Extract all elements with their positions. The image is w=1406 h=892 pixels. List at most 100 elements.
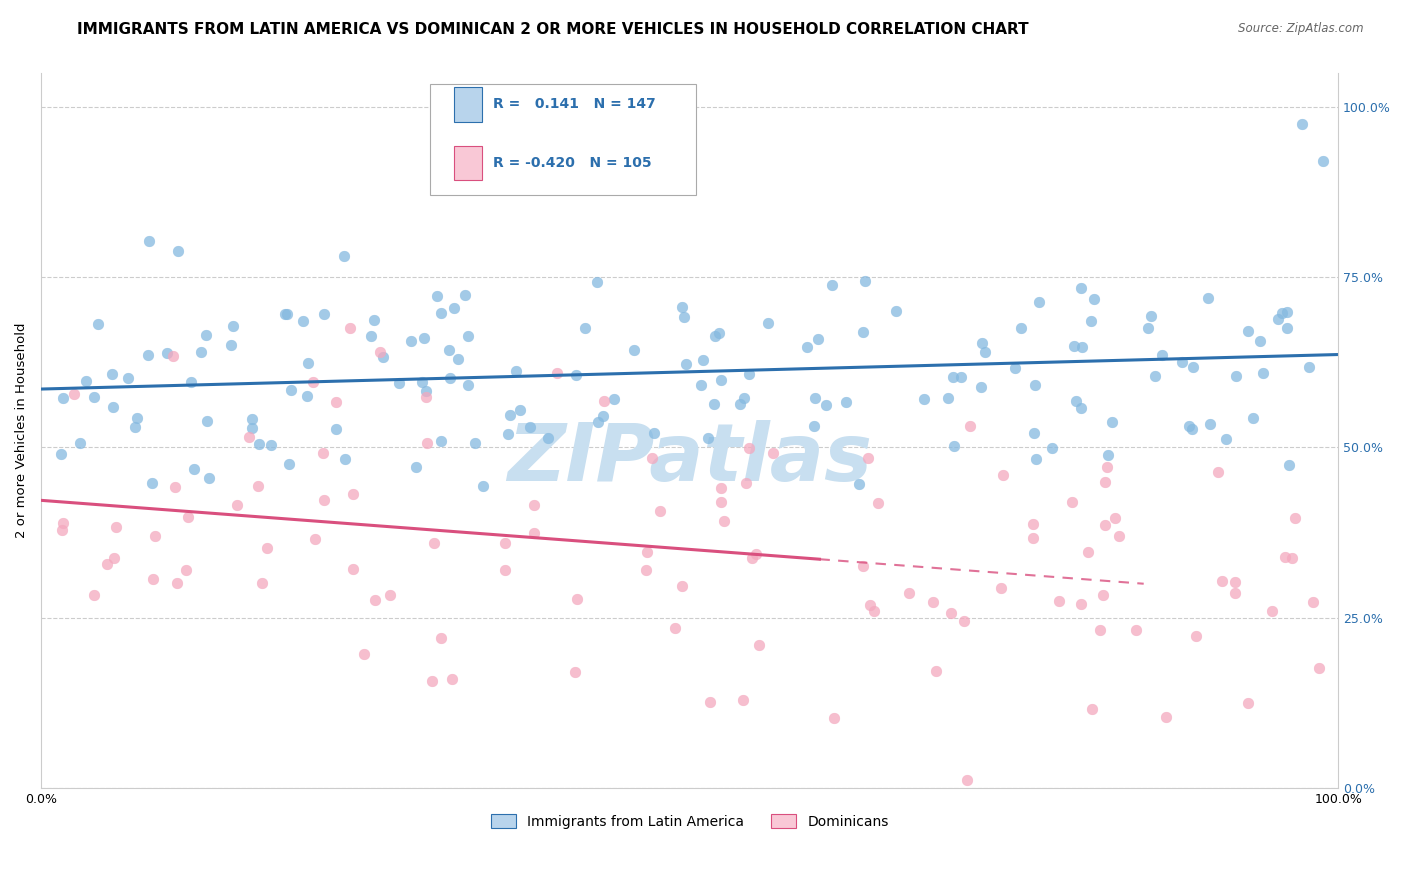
- Point: [405, 460, 427, 475]
- Point: [1267, 311, 1289, 326]
- Point: [565, 368, 588, 382]
- Point: [415, 391, 437, 405]
- Point: [190, 344, 212, 359]
- Point: [1104, 511, 1126, 525]
- Point: [292, 314, 315, 328]
- Point: [167, 244, 190, 259]
- Point: [156, 345, 179, 359]
- Point: [710, 495, 733, 509]
- Point: [1302, 595, 1324, 609]
- Point: [256, 541, 278, 555]
- Point: [735, 475, 758, 490]
- Point: [519, 419, 541, 434]
- Point: [198, 471, 221, 485]
- Point: [454, 288, 477, 302]
- Point: [1278, 458, 1301, 472]
- Point: [699, 696, 721, 710]
- Point: [1137, 321, 1160, 335]
- Point: [859, 598, 882, 612]
- Point: [1021, 532, 1043, 546]
- Point: [96, 557, 118, 571]
- Point: [953, 614, 976, 628]
- Point: [1108, 529, 1130, 543]
- Point: [993, 467, 1015, 482]
- Point: [748, 638, 770, 652]
- Point: [457, 378, 479, 392]
- Point: [1088, 623, 1111, 637]
- Point: [1185, 629, 1208, 643]
- Point: [439, 343, 461, 357]
- Point: [1284, 511, 1306, 525]
- Point: [304, 532, 326, 546]
- Point: [574, 320, 596, 334]
- Y-axis label: 2 or more Vehicles in Household: 2 or more Vehicles in Household: [15, 323, 28, 538]
- Point: [671, 300, 693, 314]
- Point: [430, 434, 453, 449]
- Point: [1080, 701, 1102, 715]
- Point: [242, 421, 264, 435]
- Point: [353, 647, 375, 661]
- Point: [496, 426, 519, 441]
- Point: [117, 371, 139, 385]
- Point: [360, 328, 382, 343]
- Point: [378, 588, 401, 602]
- Point: [103, 401, 125, 415]
- Point: [1025, 451, 1047, 466]
- Point: [970, 336, 993, 351]
- Point: [586, 275, 609, 289]
- Point: [242, 412, 264, 426]
- Text: R =   0.141   N = 147: R = 0.141 N = 147: [492, 97, 655, 112]
- Point: [939, 606, 962, 620]
- FancyBboxPatch shape: [454, 146, 482, 180]
- Point: [852, 325, 875, 339]
- Point: [956, 772, 979, 787]
- Point: [1125, 624, 1147, 638]
- Point: [246, 479, 269, 493]
- Point: [692, 352, 714, 367]
- Point: [546, 366, 568, 380]
- Point: [125, 411, 148, 425]
- Point: [804, 391, 827, 405]
- Point: [921, 595, 943, 609]
- Point: [943, 439, 966, 453]
- Point: [472, 478, 495, 492]
- Point: [925, 664, 948, 678]
- Point: [333, 249, 356, 263]
- Point: [803, 418, 825, 433]
- Point: [142, 572, 165, 586]
- Point: [295, 389, 318, 403]
- Point: [260, 438, 283, 452]
- Point: [1177, 418, 1199, 433]
- Point: [664, 621, 686, 635]
- Point: [884, 304, 907, 318]
- Point: [494, 563, 516, 577]
- Point: [704, 329, 727, 343]
- Point: [1070, 340, 1092, 354]
- Point: [897, 586, 920, 600]
- Point: [69, 436, 91, 450]
- Point: [363, 313, 385, 327]
- Point: [1092, 588, 1115, 602]
- Point: [672, 310, 695, 325]
- Point: [959, 419, 981, 434]
- Point: [312, 446, 335, 460]
- Point: [280, 383, 302, 397]
- Point: [1024, 425, 1046, 440]
- Point: [174, 563, 197, 577]
- Point: [1271, 306, 1294, 320]
- Point: [1249, 334, 1271, 349]
- Point: [371, 350, 394, 364]
- Point: [1094, 475, 1116, 489]
- Point: [567, 592, 589, 607]
- Point: [195, 414, 218, 428]
- Point: [707, 326, 730, 340]
- Point: [728, 396, 751, 410]
- Point: [912, 392, 935, 406]
- Point: [1150, 348, 1173, 362]
- Point: [439, 370, 461, 384]
- Point: [741, 551, 763, 566]
- Point: [602, 392, 624, 406]
- Point: [623, 343, 645, 357]
- Point: [648, 503, 671, 517]
- Point: [51, 447, 73, 461]
